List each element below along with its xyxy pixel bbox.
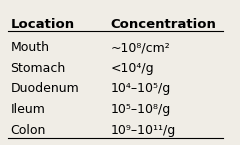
Text: 10⁴–10⁵/g: 10⁴–10⁵/g <box>111 83 171 95</box>
Text: <10⁴/g: <10⁴/g <box>111 62 155 75</box>
Text: Location: Location <box>11 18 75 31</box>
Text: 10⁹–10¹¹/g: 10⁹–10¹¹/g <box>111 124 176 137</box>
Text: Stomach: Stomach <box>11 62 66 75</box>
Text: Ileum: Ileum <box>11 103 45 116</box>
Text: Colon: Colon <box>11 124 46 137</box>
Text: Concentration: Concentration <box>111 18 217 31</box>
Text: 10⁵–10⁸/g: 10⁵–10⁸/g <box>111 103 171 116</box>
Text: Mouth: Mouth <box>11 41 49 54</box>
Text: ~10⁸/cm²: ~10⁸/cm² <box>111 41 171 54</box>
Text: Duodenum: Duodenum <box>11 83 79 95</box>
